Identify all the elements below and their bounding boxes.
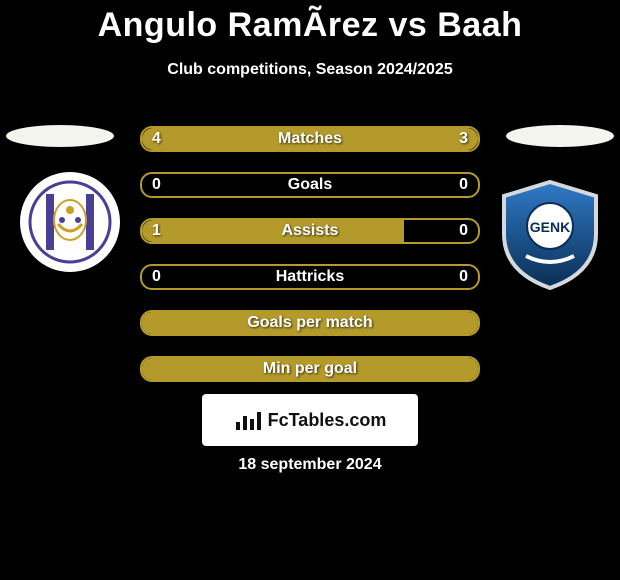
stat-bar: 43Matches bbox=[140, 126, 480, 152]
right-shadow-oval bbox=[506, 125, 614, 147]
chart-icon bbox=[234, 408, 262, 432]
stat-label: Min per goal bbox=[142, 360, 478, 378]
stat-bar: Goals per match bbox=[140, 310, 480, 336]
genk-logo-icon: GENK bbox=[492, 176, 608, 292]
right-club-badge: GENK bbox=[492, 176, 608, 292]
stat-bar: 00Hattricks bbox=[140, 264, 480, 290]
left-club-badge bbox=[20, 172, 120, 272]
stat-label: Goals bbox=[142, 176, 478, 194]
page-subtitle: Club competitions, Season 2024/2025 bbox=[0, 61, 620, 79]
svg-text:GENK: GENK bbox=[530, 219, 570, 235]
comparison-infographic: Angulo RamÃ­rez vs Baah Club competition… bbox=[0, 0, 620, 580]
stat-label: Goals per match bbox=[142, 314, 478, 332]
stat-label: Matches bbox=[142, 130, 478, 148]
stat-label: Assists bbox=[142, 222, 478, 240]
brand-text: FcTables.com bbox=[268, 410, 387, 431]
page-title: Angulo RamÃ­rez vs Baah bbox=[0, 0, 620, 45]
brand-box: FcTables.com bbox=[202, 394, 418, 446]
anderlecht-logo-icon bbox=[28, 180, 112, 264]
stat-bar: 00Goals bbox=[140, 172, 480, 198]
stat-bar: 10Assists bbox=[140, 218, 480, 244]
stat-label: Hattricks bbox=[142, 268, 478, 286]
date-line: 18 september 2024 bbox=[0, 456, 620, 474]
stat-bar: Min per goal bbox=[140, 356, 480, 382]
left-shadow-oval bbox=[6, 125, 114, 147]
